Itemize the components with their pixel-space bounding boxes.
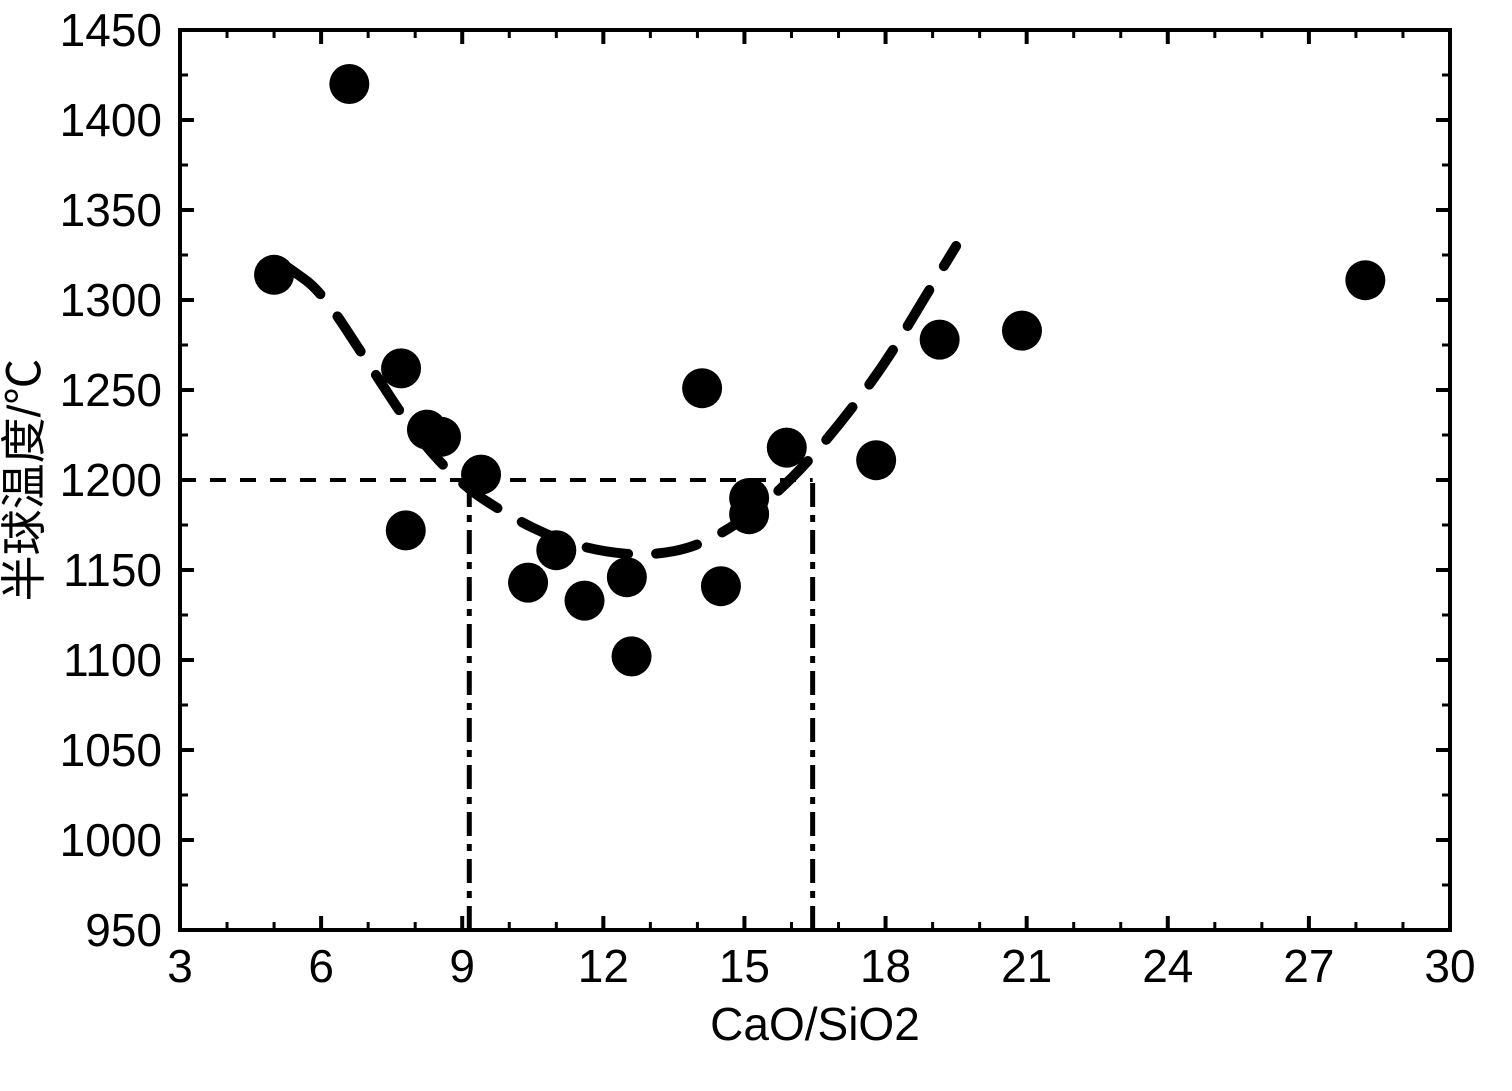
y-tick-label: 1250 xyxy=(60,364,162,416)
data-point xyxy=(1345,260,1385,300)
y-tick-label: 1000 xyxy=(60,814,162,866)
data-point xyxy=(607,557,647,597)
trend-curve xyxy=(288,246,956,554)
y-tick-label: 1150 xyxy=(63,544,162,596)
y-tick-label: 1300 xyxy=(60,274,162,326)
x-tick-label: 18 xyxy=(860,940,911,992)
y-tick-label: 1400 xyxy=(60,94,162,146)
x-tick-label: 15 xyxy=(719,940,770,992)
data-point xyxy=(508,563,548,603)
data-point xyxy=(729,478,769,518)
data-point xyxy=(920,320,960,360)
y-tick-label: 1350 xyxy=(60,184,162,236)
data-point xyxy=(329,64,369,104)
data-point xyxy=(856,440,896,480)
data-point xyxy=(612,636,652,676)
y-tick-label: 1200 xyxy=(60,454,162,506)
data-point xyxy=(254,255,294,295)
x-tick-label: 24 xyxy=(1142,940,1193,992)
y-tick-label: 1450 xyxy=(60,4,162,56)
x-tick-label: 3 xyxy=(167,940,193,992)
data-point xyxy=(461,455,501,495)
y-tick-label: 1100 xyxy=(63,634,162,686)
data-point xyxy=(386,510,426,550)
scatter-chart: 3 6 9 12 15 18 21 24 27 30 950 1000 1050 1100 1150 1200… xyxy=(0,0,1512,1091)
y-axis-label: 半球温度/℃ xyxy=(0,359,50,602)
data-point xyxy=(701,566,741,606)
x-axis-label: CaO/SiO2 xyxy=(710,998,920,1050)
x-tick-label: 12 xyxy=(578,940,629,992)
x-tick-label: 30 xyxy=(1424,940,1475,992)
x-tick-label: 21 xyxy=(1001,940,1052,992)
data-point xyxy=(421,417,461,457)
data-point xyxy=(1002,311,1042,351)
data-point xyxy=(565,581,605,621)
x-tick-label: 6 xyxy=(308,940,334,992)
x-tick-label: 27 xyxy=(1283,940,1334,992)
y-tick-label: 950 xyxy=(85,904,162,956)
data-point xyxy=(381,348,421,388)
chart-svg: 3 6 9 12 15 18 21 24 27 30 950 1000 1050 1100 1150 1200… xyxy=(0,0,1512,1091)
data-point xyxy=(682,368,722,408)
data-point xyxy=(536,530,576,570)
y-tick-label: 1050 xyxy=(60,724,162,776)
x-tick-label: 9 xyxy=(449,940,475,992)
data-point xyxy=(767,428,807,468)
